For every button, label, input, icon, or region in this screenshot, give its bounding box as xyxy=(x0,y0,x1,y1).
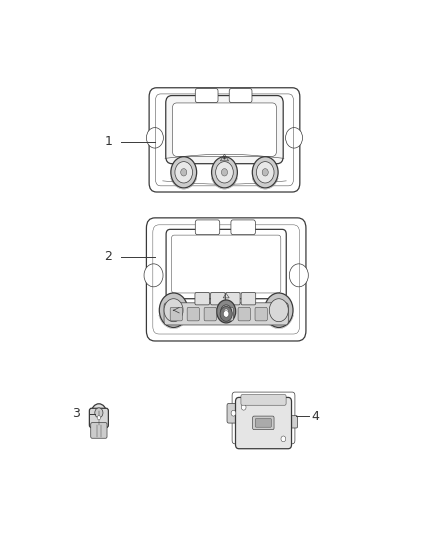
FancyBboxPatch shape xyxy=(227,403,240,423)
Circle shape xyxy=(215,161,233,183)
FancyBboxPatch shape xyxy=(149,88,300,192)
Circle shape xyxy=(222,168,227,176)
Circle shape xyxy=(221,305,232,318)
Circle shape xyxy=(159,293,188,327)
Circle shape xyxy=(220,306,232,321)
Circle shape xyxy=(265,293,293,327)
Circle shape xyxy=(146,127,163,148)
FancyBboxPatch shape xyxy=(236,398,292,449)
FancyBboxPatch shape xyxy=(238,308,250,321)
Circle shape xyxy=(97,416,101,420)
FancyBboxPatch shape xyxy=(253,416,274,430)
FancyBboxPatch shape xyxy=(172,235,281,293)
Text: 3: 3 xyxy=(72,407,80,420)
Text: 1: 1 xyxy=(105,135,113,148)
FancyBboxPatch shape xyxy=(195,88,218,102)
FancyBboxPatch shape xyxy=(229,88,252,102)
FancyBboxPatch shape xyxy=(231,220,255,235)
Circle shape xyxy=(144,264,163,287)
FancyBboxPatch shape xyxy=(187,308,199,321)
FancyBboxPatch shape xyxy=(255,308,267,321)
Circle shape xyxy=(241,405,246,410)
Circle shape xyxy=(262,168,268,176)
FancyBboxPatch shape xyxy=(89,408,108,427)
FancyBboxPatch shape xyxy=(173,103,276,156)
Circle shape xyxy=(286,127,303,148)
Circle shape xyxy=(175,161,193,183)
Circle shape xyxy=(217,300,236,323)
Circle shape xyxy=(281,436,286,442)
FancyBboxPatch shape xyxy=(204,308,216,321)
Circle shape xyxy=(256,161,274,183)
FancyBboxPatch shape xyxy=(287,416,298,428)
FancyBboxPatch shape xyxy=(170,308,182,321)
Text: 2: 2 xyxy=(105,251,113,263)
Circle shape xyxy=(223,157,226,159)
Circle shape xyxy=(95,408,103,418)
FancyBboxPatch shape xyxy=(164,303,288,325)
Circle shape xyxy=(181,168,187,176)
Text: 4: 4 xyxy=(311,409,319,423)
FancyBboxPatch shape xyxy=(146,218,306,341)
FancyBboxPatch shape xyxy=(241,394,286,405)
Circle shape xyxy=(290,264,308,287)
FancyBboxPatch shape xyxy=(91,423,107,438)
Circle shape xyxy=(212,157,237,188)
Circle shape xyxy=(92,404,106,422)
FancyBboxPatch shape xyxy=(211,293,225,305)
FancyBboxPatch shape xyxy=(255,418,271,427)
FancyBboxPatch shape xyxy=(221,308,233,321)
FancyBboxPatch shape xyxy=(241,293,256,305)
Circle shape xyxy=(269,298,288,322)
FancyBboxPatch shape xyxy=(195,293,209,305)
Circle shape xyxy=(164,298,183,322)
FancyBboxPatch shape xyxy=(226,293,240,305)
Circle shape xyxy=(252,157,278,188)
Circle shape xyxy=(223,311,229,317)
FancyBboxPatch shape xyxy=(195,220,220,235)
FancyBboxPatch shape xyxy=(166,229,286,298)
Circle shape xyxy=(224,309,228,314)
FancyBboxPatch shape xyxy=(166,95,283,164)
Circle shape xyxy=(231,410,236,416)
Circle shape xyxy=(171,157,197,188)
